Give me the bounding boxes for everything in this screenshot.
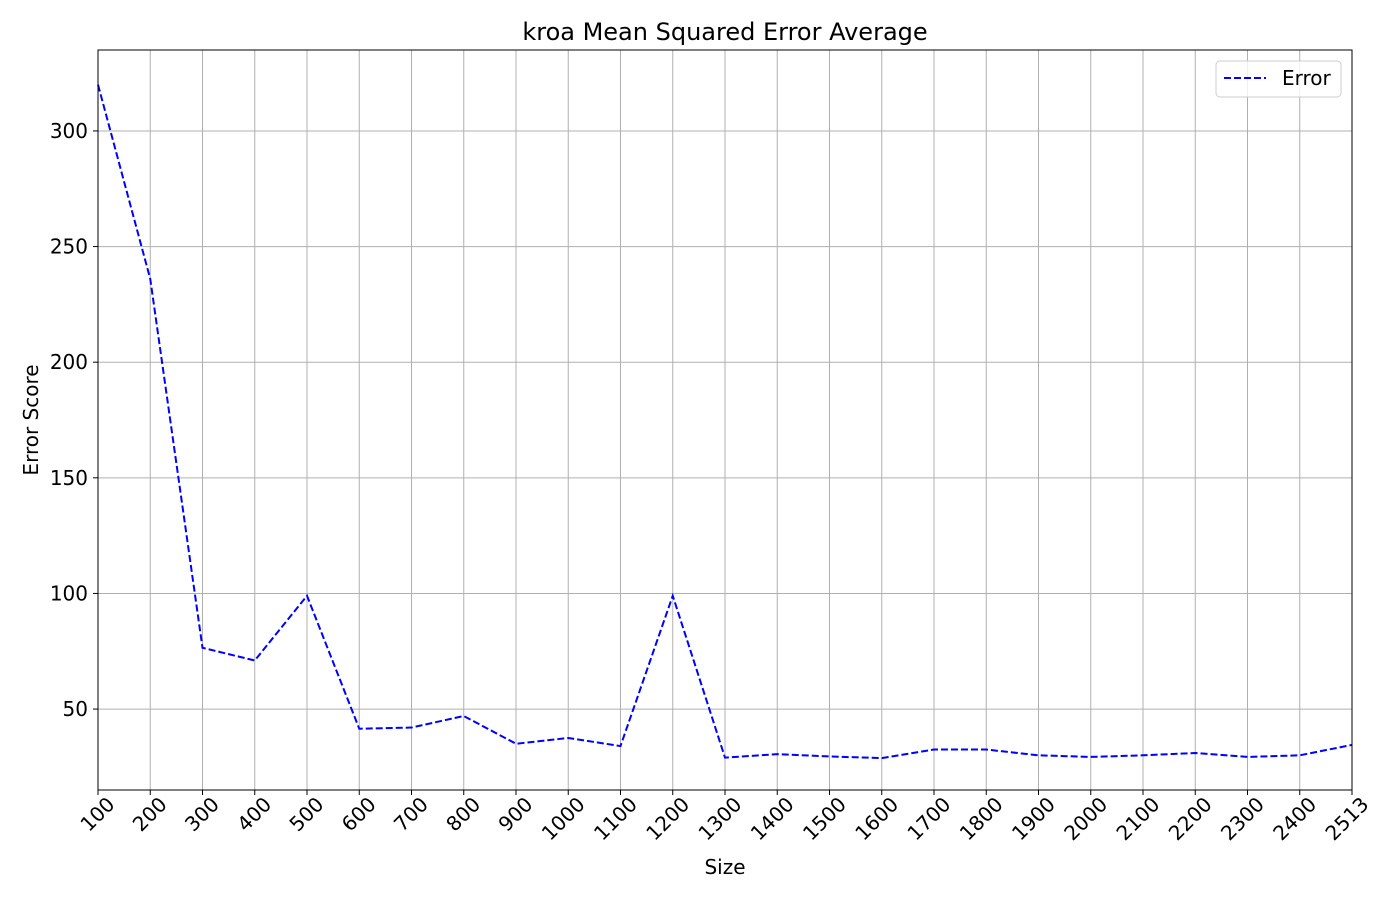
- y-tick-label: 100: [50, 581, 88, 605]
- legend-box: [1215, 60, 1342, 98]
- y-axis-label: Error Score: [19, 364, 43, 475]
- x-axis-label: Size: [704, 855, 745, 879]
- legend-label-error: Error: [1282, 66, 1332, 90]
- y-tick-label: 200: [50, 350, 88, 374]
- y-tick-label: 50: [63, 697, 88, 721]
- y-tick-label: 150: [50, 466, 88, 490]
- series-line-error: [97, 84, 1353, 760]
- chart-title: kroa Mean Squared Error Average: [522, 18, 927, 46]
- series-layer: [97, 84, 1353, 760]
- legend: Error: [1215, 60, 1342, 98]
- y-tick-label: 300: [50, 119, 88, 143]
- y-tick-label: 250: [50, 235, 88, 259]
